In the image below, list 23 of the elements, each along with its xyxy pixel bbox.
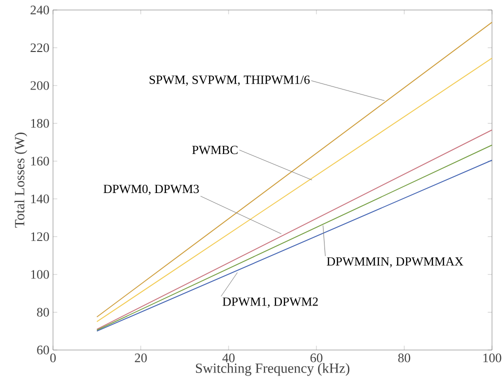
y-tick-label: 140 [31, 194, 49, 204]
annotation: SPWM, SVPWM, THIPWM1/6 [150, 76, 310, 86]
annotation: DPWM0, DPWM3 [104, 184, 199, 195]
x-tick-label: 40 [222, 354, 235, 362]
y-tick-label: 160 [31, 156, 49, 166]
annotation: DPWM1, DPWM2 [222, 297, 318, 308]
y-tick-label: 100 [31, 270, 49, 279]
y-tick-label: 240 [30, 6, 49, 14]
y-tick-label: 200 [30, 81, 49, 90]
y-tick-label: 220 [30, 43, 49, 52]
x-axis-title: Switching Frequency (kHz) [196, 363, 350, 376]
x-tick-label: 20 [134, 354, 147, 362]
y-tick-label: 60 [37, 346, 49, 354]
x-tick-label: 60 [310, 354, 322, 362]
annotation: DPWMMIN, DPWMMAX [326, 257, 464, 268]
x-tick-label: 100 [483, 354, 502, 362]
y-tick-label: 120 [31, 232, 49, 242]
x-tick-label: 0 [50, 354, 56, 362]
annotation: PWMBC [192, 146, 238, 154]
y-tick-label: 180 [31, 118, 49, 128]
y-axis-title: Total Losses (W) [14, 132, 28, 228]
y-tick-label: 80 [37, 308, 49, 317]
x-tick-label: 80 [398, 354, 410, 362]
